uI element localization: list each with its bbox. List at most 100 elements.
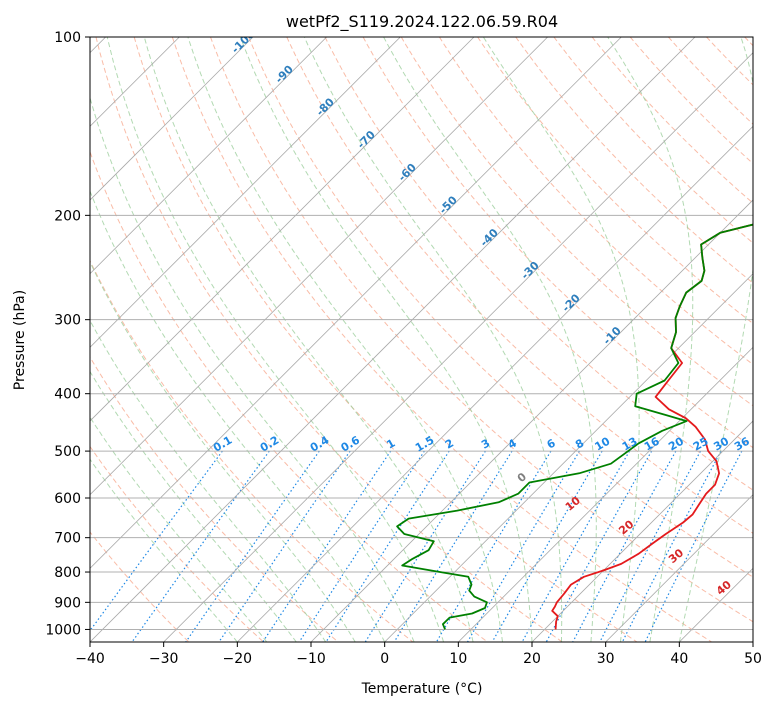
isotherm-label: -30	[519, 259, 542, 282]
y-tick-label: 400	[54, 387, 81, 403]
y-tick-label: 200	[54, 208, 81, 224]
moist-adiabat-line	[187, 37, 503, 642]
isotherm-line	[90, 37, 622, 569]
dry-adiabat-line	[629, 37, 753, 165]
plot-frame	[89, 36, 754, 643]
isotherm-line	[90, 37, 475, 422]
dry-adiabat-line	[553, 37, 753, 244]
y-tick-label: 300	[54, 313, 81, 329]
moist-adiabat-line	[90, 416, 268, 642]
isotherm-line	[90, 37, 696, 642]
moist-adiabat-label: 30	[666, 546, 686, 566]
dry-adiabat-line	[90, 531, 190, 642]
mixing-ratio-line	[572, 450, 677, 642]
isotherm-line	[384, 273, 753, 642]
x-tick-label: 0	[380, 651, 389, 667]
moist-adiabat-line	[678, 37, 753, 642]
y-tick-label: 1000	[45, 622, 81, 638]
x-tick-label: −30	[149, 651, 179, 667]
moist-adiabat-label: 0	[515, 470, 529, 485]
dry-adiabat-line	[400, 37, 753, 407]
dry-adiabat-line	[668, 37, 753, 125]
mixing-ratio-line	[521, 450, 631, 642]
mixing-ratio-line	[644, 450, 743, 642]
x-tick-label: 40	[670, 651, 688, 667]
dry-adiabat-line	[248, 37, 753, 578]
isotherm-line	[237, 125, 753, 642]
mixing-ratio-label: 3	[479, 437, 492, 452]
dry-adiabat-line	[171, 37, 712, 642]
mixing-ratio-line	[218, 450, 351, 642]
isotherm-line	[163, 52, 753, 642]
mixing-ratio-line	[621, 450, 722, 642]
mixing-ratio-line	[298, 450, 425, 642]
y-axis-title: Pressure (hPa)	[12, 290, 28, 390]
moist-adiabat-line	[143, 37, 474, 642]
dry-adiabat-line	[591, 37, 753, 204]
y-tick-label: 900	[54, 595, 81, 611]
isotherm-line	[458, 346, 753, 642]
moist-adiabat-line	[90, 260, 356, 642]
dry-adiabat-line	[90, 150, 488, 642]
isotherm-line	[531, 420, 753, 642]
dry-adiabat-line	[133, 37, 638, 642]
mixing-ratio-line	[545, 450, 653, 642]
dewpoint-profile-line	[396, 223, 753, 630]
isotherm-label: -10	[601, 324, 624, 347]
chart-title: wetPf2_S119.2024.122.06.59.R04	[286, 12, 558, 32]
mixing-ratio-line	[90, 450, 223, 632]
x-tick-label: −20	[223, 651, 253, 667]
axis-ticks: −40 −30 −20 −10 0 10 20 30 40 5010020030040050060…	[45, 30, 762, 667]
isotherm-line	[90, 37, 327, 275]
x-tick-label: 30	[597, 651, 615, 667]
moist-adiabat-line	[607, 37, 694, 642]
dry-adiabat-line	[324, 37, 753, 491]
x-tick-label: 20	[523, 651, 541, 667]
background-labels: 0.1 0.2 0.4 0.6 1 1.5 2 3 4 6 8 10 13 16 20 25 30 36-100-…	[211, 37, 752, 598]
isotherm-label: -80	[314, 95, 337, 118]
dry-adiabat-line	[286, 37, 753, 534]
background-lines	[90, 37, 753, 642]
moist-adiabat-line	[106, 37, 445, 642]
dry-adiabat-line	[95, 37, 563, 642]
mixing-ratio-line	[491, 450, 603, 642]
isotherm-label: -90	[273, 63, 296, 86]
moist-adiabat-label: 10	[563, 494, 583, 514]
isotherm-line	[90, 37, 254, 201]
mixing-ratio-label: 4	[506, 436, 519, 451]
dry-adiabat-line	[744, 37, 753, 47]
x-tick-label: 50	[744, 651, 762, 667]
y-tick-label: 700	[54, 531, 81, 547]
sounding-series	[396, 223, 753, 630]
mixing-ratio-line	[131, 450, 270, 642]
isotherm-line	[90, 37, 401, 348]
moist-adiabat-label: 40	[714, 578, 734, 598]
y-tick-label: 100	[54, 30, 81, 46]
dry-adiabat-line	[90, 445, 264, 642]
isotherm-line	[752, 641, 753, 642]
moist-adiabats	[90, 37, 753, 642]
mixing-ratio-line	[599, 450, 702, 642]
isotherm-line	[90, 37, 548, 496]
moist-adiabat-line	[482, 37, 640, 642]
mixing-ratio-label: 1	[384, 437, 397, 452]
isotherm-line	[679, 567, 753, 642]
x-tick-label: −10	[296, 651, 326, 667]
moist-adiabat-line	[90, 319, 327, 642]
isotherm-label: -40	[478, 226, 501, 249]
isotherm-label: -20	[560, 291, 583, 314]
mixing-ratio-lines	[90, 450, 743, 642]
dry-adiabat-line	[210, 37, 753, 623]
y-tick-label: 600	[54, 491, 81, 507]
moist-adiabat-line	[383, 37, 597, 642]
isotherm-line	[605, 494, 753, 642]
dry-adiabat-line	[438, 37, 753, 366]
mixing-ratio-label: 6	[545, 436, 558, 451]
y-tick-label: 800	[54, 565, 81, 581]
moist-adiabat-label: 20	[616, 517, 636, 537]
x-tick-label: −40	[75, 651, 105, 667]
moist-adiabat-line	[303, 37, 563, 642]
dry-adiabat-line	[90, 356, 339, 642]
y-tick-label: 500	[54, 444, 81, 460]
